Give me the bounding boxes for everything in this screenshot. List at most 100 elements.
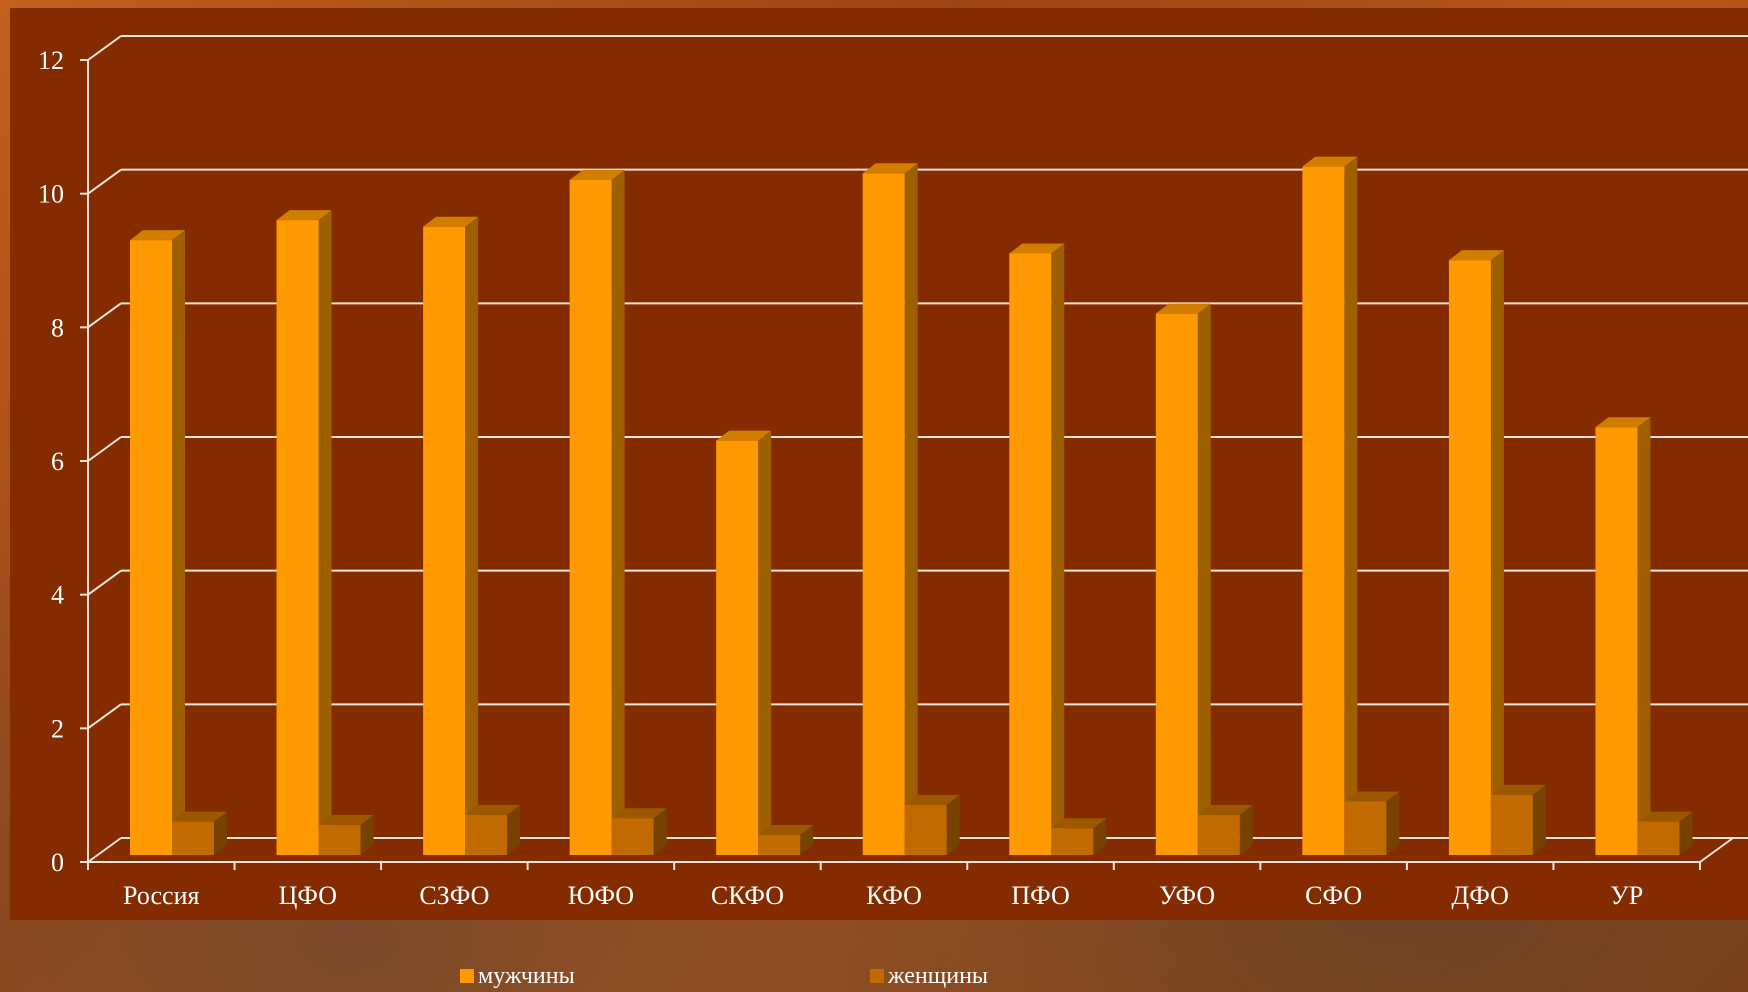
bar-women (465, 804, 521, 855)
x-tick-label: КФО (866, 881, 922, 910)
x-tick-label: СЗФО (419, 881, 489, 910)
x-tick-label: УФО (1159, 881, 1215, 910)
bar-front-face (1490, 794, 1533, 855)
bar-front-face (276, 220, 319, 856)
bar-top-face (465, 804, 521, 815)
bar-side-face (1679, 811, 1693, 855)
bar-top-face (1637, 811, 1693, 822)
x-tick-label: ПФО (1011, 881, 1069, 910)
bar-front-face (904, 804, 947, 855)
y-tick-label: 0 (51, 848, 64, 877)
bar-side-face (465, 216, 479, 855)
bar-men (716, 430, 772, 855)
legend-swatch-women (870, 969, 884, 983)
bar-women (318, 814, 374, 855)
chart-legend: мужчины женщины (460, 962, 1060, 990)
bar-side-face (318, 210, 332, 856)
bar-top-face (569, 169, 625, 180)
bar-women (172, 811, 227, 855)
bar-women (1344, 791, 1400, 855)
bar-top-face (172, 811, 227, 822)
gridline-diagonal (87, 35, 122, 61)
bar-side-face (360, 814, 374, 855)
bar-men (423, 216, 479, 855)
bar-side-face (1051, 243, 1065, 855)
bar-side-face (800, 824, 814, 855)
bar-men (130, 230, 185, 856)
bar-side-face (1386, 791, 1400, 855)
bars (130, 156, 1693, 856)
x-tick-label: СКФО (711, 881, 784, 910)
bar-front-face (862, 173, 905, 856)
x-tick-label: ЮФО (568, 881, 634, 910)
y-tick-label: 4 (51, 581, 64, 610)
bar-side-face (1344, 156, 1358, 855)
legend-label-men: мужчины (478, 963, 575, 989)
bar-top-face (1197, 804, 1253, 815)
bar-side-face (1490, 250, 1504, 855)
axes (80, 59, 1734, 870)
y-tick-label: 12 (38, 46, 64, 75)
y-tick-label: 6 (51, 447, 64, 476)
bar-men (1448, 250, 1504, 855)
y-tick-label: 2 (51, 714, 64, 743)
bar-front-face (1344, 801, 1387, 855)
bar-front-face (1637, 821, 1680, 855)
gridline-diagonal (87, 703, 122, 730)
axis-labels: 0 2 4 6 8 10 12 Россия ЦФО СЗФО ЮФО СКФО КФО ПФО УФО СФ… (38, 46, 1643, 910)
bar-top-face (758, 824, 814, 835)
y-tick-label: 8 (51, 313, 64, 342)
bar-top-face (1595, 417, 1651, 428)
legend-item-women: женщины (870, 962, 988, 990)
bar-front-face (423, 226, 466, 855)
floor-right-edge (1699, 837, 1734, 863)
bar-side-face (1093, 818, 1107, 855)
gridline-diagonal (87, 837, 122, 863)
gridline-diagonal (87, 569, 122, 596)
bar-top-face (1051, 818, 1107, 829)
legend-label-women: женщины (888, 963, 989, 989)
bar-front-face (716, 440, 759, 855)
legend-swatch-men (460, 969, 474, 983)
bar-front-face (1448, 260, 1491, 855)
bar-top-face (318, 814, 374, 825)
bar-front-face (1009, 253, 1052, 855)
bar-front-face (1302, 166, 1345, 855)
bar-side-face (611, 169, 625, 855)
y-tick-label: 10 (38, 180, 64, 209)
bar-men (1595, 417, 1651, 855)
bar-top-face (130, 230, 185, 241)
bar-side-face (758, 430, 772, 855)
x-tick-label: УР (1610, 881, 1643, 910)
gridline-diagonal (87, 302, 122, 329)
bar-top-face (611, 808, 667, 819)
bar-top-face (1302, 156, 1358, 167)
bar-top-face (423, 216, 479, 227)
x-tick-label: ДФО (1451, 881, 1508, 910)
gridline-diagonal (87, 168, 122, 195)
bar-side-face (172, 230, 185, 856)
gridline-diagonal (87, 436, 122, 462)
bar-side-face (214, 811, 227, 855)
bar-women (1197, 804, 1253, 855)
bar-front-face (172, 821, 214, 855)
bar-top-face (1344, 791, 1400, 802)
bar-side-face (946, 794, 960, 855)
bar-women (1490, 784, 1546, 855)
bar-front-face (758, 834, 801, 855)
bar-front-face (1197, 814, 1240, 855)
bar-women (611, 808, 667, 855)
bar-top-face (904, 794, 960, 805)
bar-front-face (318, 824, 361, 855)
bar-men (862, 163, 918, 856)
bar-women (1051, 818, 1107, 855)
x-tick-label: Россия (123, 881, 199, 910)
bar-side-face (1197, 303, 1211, 855)
bar-women (1637, 811, 1693, 855)
bar-front-face (465, 814, 508, 855)
bar-men (1155, 303, 1211, 855)
bar-top-face (1009, 243, 1065, 254)
bar-side-face (1637, 417, 1651, 855)
